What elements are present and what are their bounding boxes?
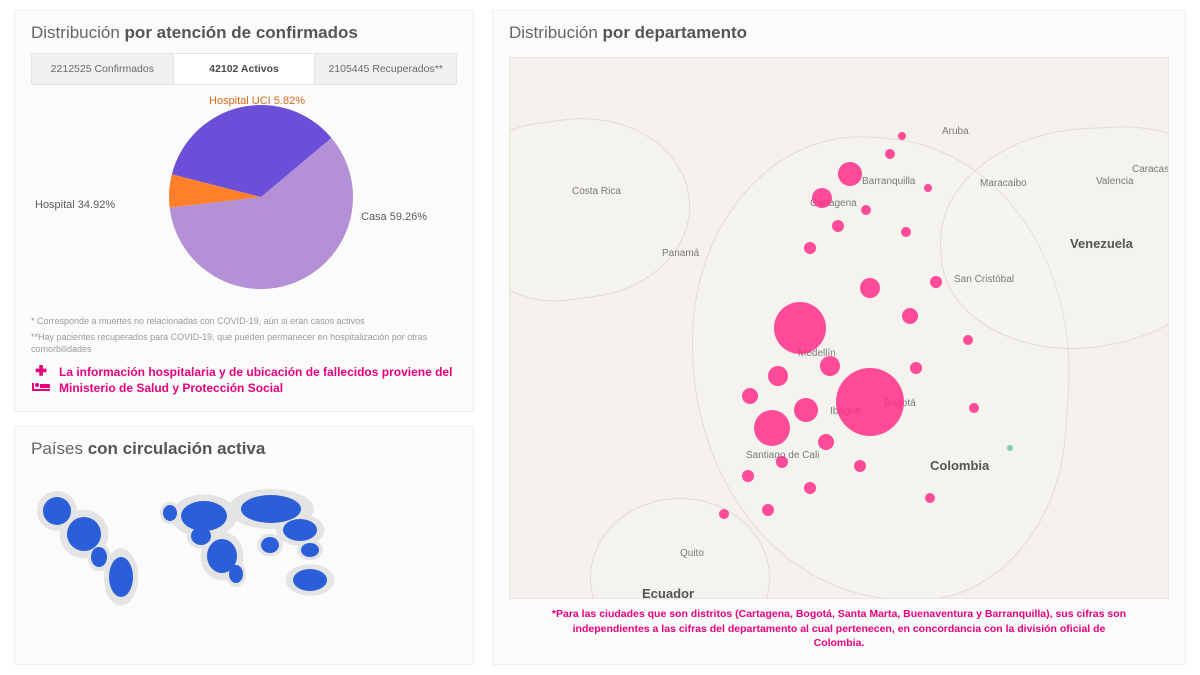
pie-label-casa: Casa 59.26% [361,211,427,223]
map-bubble-19[interactable] [762,504,774,516]
map-bubble-26[interactable] [969,403,979,413]
world-title-bold: con circulación activa [88,439,266,458]
world-region-11 [301,543,319,557]
department-title-bold: por departamento [603,23,748,42]
info-banner: La información hospitalaria y de ubicaci… [31,365,457,396]
department-card: Distribución por departamento Costa Rica… [492,10,1186,665]
pie-chart: Casa 59.26% Hospital UCI 5.82% Hospital 34… [31,91,457,311]
world-region-3 [109,557,133,597]
map-footnote: *Para las ciudades que son distritos (Ca… [509,599,1169,650]
world-map-svg [31,469,351,619]
map-bubble-24[interactable] [963,335,973,345]
world-region-6 [191,527,211,545]
attention-card: Distribución por atención de confirmados… [14,10,474,412]
world-region-0 [43,497,71,525]
world-title-light: Países [31,439,88,458]
footnote-1: * Corresponde a muertes no relacionadas … [31,315,457,327]
map-bubble-11[interactable] [902,308,918,324]
world-region-13 [229,565,243,583]
map-bubble-20[interactable] [719,509,729,519]
map-bubble-7[interactable] [885,149,895,159]
pie-svg [161,97,361,297]
attention-tabs: 2212525 Confirmados42102 Activos2105445 … [31,53,457,85]
world-title: Países con circulación activa [31,439,457,459]
pie-label-hospital-uci: Hospital UCI 5.82% [209,95,305,107]
map-bubble-1[interactable] [774,302,826,354]
tab-1[interactable]: 42102 Activos [174,54,316,84]
world-region-4 [163,505,177,521]
pie-label-hospital: Hospital 34.92% [35,199,115,211]
attention-title: Distribución por atención de confirmados [31,23,457,43]
footnote-2: **Hay pacientes recuperados para COVID-1… [31,331,457,355]
tab-2[interactable]: 2105445 Recuperados** [315,54,456,84]
map-bubble-28[interactable] [898,132,906,140]
world-region-12 [293,569,327,591]
map-bubble-10[interactable] [860,278,880,298]
map-bubble-27[interactable] [925,493,935,503]
world-region-5 [181,501,227,531]
world-region-10 [261,537,279,553]
attention-title-bold: por atención de confirmados [125,23,358,42]
attention-title-light: Distribución [31,23,125,42]
map-bubble-6[interactable] [804,242,816,254]
world-card: Países con circulación activa [14,426,474,665]
map-bubble-14[interactable] [742,388,758,404]
map-bubble-29[interactable] [924,184,932,192]
map-bubble-23[interactable] [910,362,922,374]
world-region-1 [67,517,101,551]
world-region-9 [283,519,317,541]
department-title-light: Distribución [509,23,603,42]
map-bubble-16[interactable] [818,434,834,450]
world-region-2 [91,547,107,567]
map-bubble-2[interactable] [754,410,790,446]
colombia-map[interactable]: Costa RicaPanamáArubaBarranquillaCartage… [509,57,1169,599]
map-bubble-3[interactable] [838,162,862,186]
map-bubble-4[interactable] [812,188,832,208]
world-region-8 [241,495,301,523]
map-bubble-22[interactable] [854,460,866,472]
hospital-icon [31,365,51,391]
map-bubble-21[interactable] [804,482,816,494]
info-banner-text: La información hospitalaria y de ubicaci… [59,365,457,396]
map-bubble-18[interactable] [742,470,754,482]
map-bubble-17[interactable] [776,456,788,468]
map-bubble-15[interactable] [794,398,818,422]
tab-0[interactable]: 2212525 Confirmados [32,54,174,84]
map-bubble-5[interactable] [832,220,844,232]
map-bubble-0[interactable] [836,368,904,436]
world-map [31,469,457,619]
map-bubble-13[interactable] [768,366,788,386]
map-bubble-9[interactable] [901,227,911,237]
map-bubble-25[interactable] [930,276,942,288]
map-bubble-8[interactable] [861,205,871,215]
map-label-aruba: Aruba [942,126,969,137]
department-title: Distribución por departamento [509,23,1169,43]
map-bubble-12[interactable] [820,356,840,376]
